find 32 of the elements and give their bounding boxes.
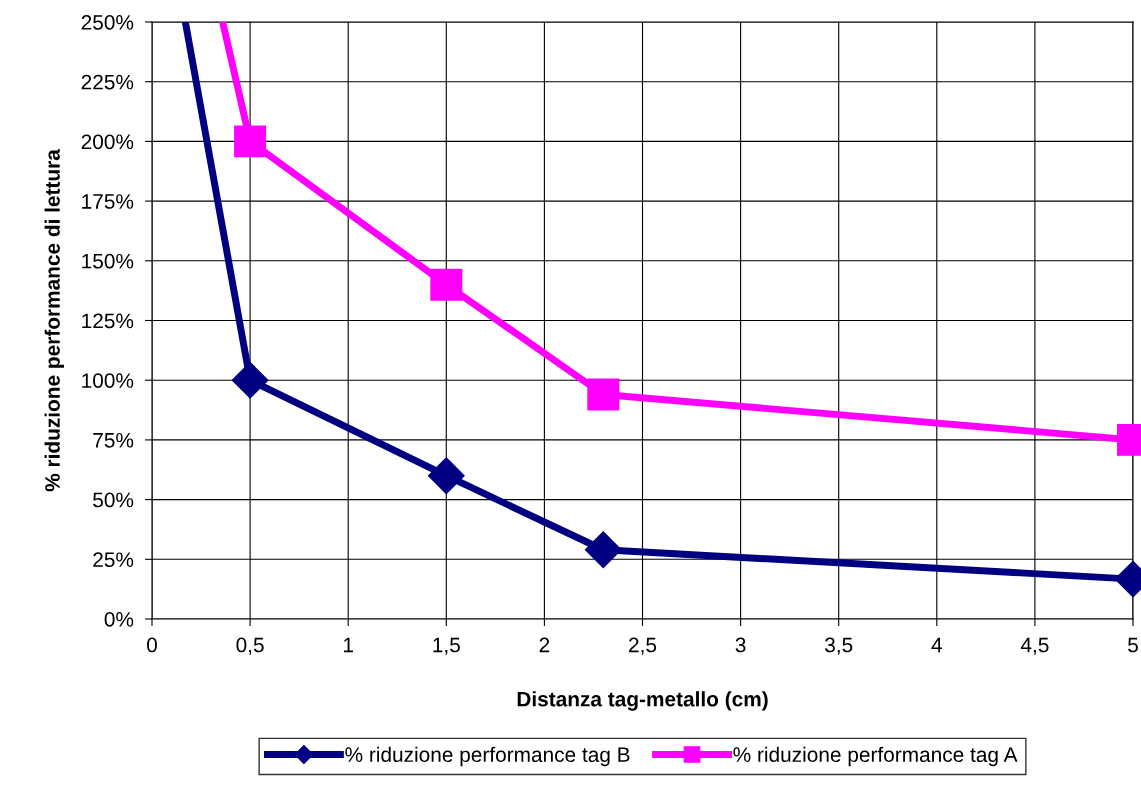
x-tick-label: 1	[344, 637, 353, 653]
x-tick-label: 4,5	[1020, 637, 1049, 655]
y-tick-label: 75%	[93, 432, 134, 448]
x-axis-title: Distanza tag-metallo (cm)	[517, 691, 768, 711]
y-tick-label: 175%	[82, 194, 134, 209]
point	[587, 378, 620, 411]
legend-label: % riduzione performance tag A	[733, 746, 1018, 767]
y-tick-label: 0%	[104, 612, 134, 627]
y-tick-label: 125%	[82, 313, 134, 329]
x-tick-label: 1,5	[433, 637, 460, 655]
y-tick-label: 225%	[81, 74, 134, 90]
point	[231, 361, 269, 399]
x-tick-label: 2,5	[629, 637, 657, 655]
y-tick-label: 250%	[81, 15, 134, 30]
y-tick-label: 150%	[82, 253, 134, 269]
x-tick-label: 0	[147, 637, 157, 653]
y-tick-label: 100%	[82, 373, 134, 388]
point	[584, 531, 622, 569]
y-axis-title: % riduzione performance di lettura	[44, 149, 64, 492]
x-tick-label: 5	[1128, 637, 1138, 653]
legend-label: % riduzione performance tag B	[345, 746, 630, 767]
x-tick-label: 3	[735, 637, 746, 653]
x-tick-label: 2	[539, 637, 550, 653]
y-tick-label: 25%	[93, 552, 134, 568]
point	[234, 125, 267, 158]
y-tick-label: 50%	[93, 492, 134, 508]
point	[427, 457, 465, 495]
point	[430, 268, 463, 301]
x-tick-label: 3,5	[825, 637, 853, 655]
x-tick-label: 0,5	[236, 637, 264, 655]
x-tick-label: 4	[931, 637, 942, 653]
y-tick-label: 200%	[81, 134, 134, 150]
